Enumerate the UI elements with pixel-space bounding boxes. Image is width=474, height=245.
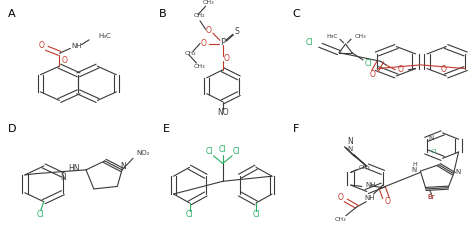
Text: N: N [121,161,127,171]
Text: P: P [220,38,225,47]
Text: NO₂: NO₂ [136,150,150,156]
Text: C: C [293,9,301,19]
Text: O: O [201,39,207,48]
Text: Cl: Cl [232,147,240,157]
Text: NH: NH [365,182,376,188]
Text: N: N [347,137,353,146]
Text: Cl: Cl [430,149,437,155]
Text: Cl: Cl [306,38,313,47]
Text: Cl: Cl [206,147,213,157]
Text: N: N [411,167,417,173]
Text: O: O [38,41,45,50]
Text: CH₃: CH₃ [355,34,366,39]
Text: F: F [293,124,299,134]
Text: Cl: Cl [365,59,373,68]
Text: A: A [8,9,16,19]
Text: E: E [163,124,170,134]
Text: O: O [441,65,447,74]
Text: Cl: Cl [186,210,193,219]
Text: H₃C: H₃C [99,33,111,39]
Text: CH₃: CH₃ [358,165,370,170]
Text: O: O [223,54,229,63]
Text: B: B [159,9,166,19]
Text: Cl: Cl [252,210,260,219]
Text: Cl: Cl [36,210,44,219]
Text: HN: HN [68,164,80,173]
Text: CH₂: CH₂ [185,51,197,56]
Text: CH₃: CH₃ [193,64,205,69]
Text: N: N [428,135,434,141]
Text: N: N [456,169,461,175]
Text: NH: NH [365,195,375,201]
Text: Br: Br [428,194,435,200]
Text: N: N [347,147,353,152]
Text: CH₂: CH₂ [193,13,205,18]
Text: O: O [337,193,343,202]
Text: CH₃: CH₃ [335,217,346,222]
Text: NO: NO [217,108,228,117]
Text: D: D [8,124,16,134]
Text: S: S [235,27,239,36]
Text: O: O [61,56,67,65]
Text: O: O [385,197,391,206]
Text: O: O [206,26,211,35]
Text: H₃C: H₃C [327,34,338,39]
Text: O: O [370,70,376,79]
Text: H: H [412,162,417,167]
Text: CH₃: CH₃ [203,0,214,5]
Text: O: O [398,65,404,74]
Text: N: N [60,173,65,182]
Text: NH: NH [72,43,82,49]
Text: Cl: Cl [219,145,227,154]
